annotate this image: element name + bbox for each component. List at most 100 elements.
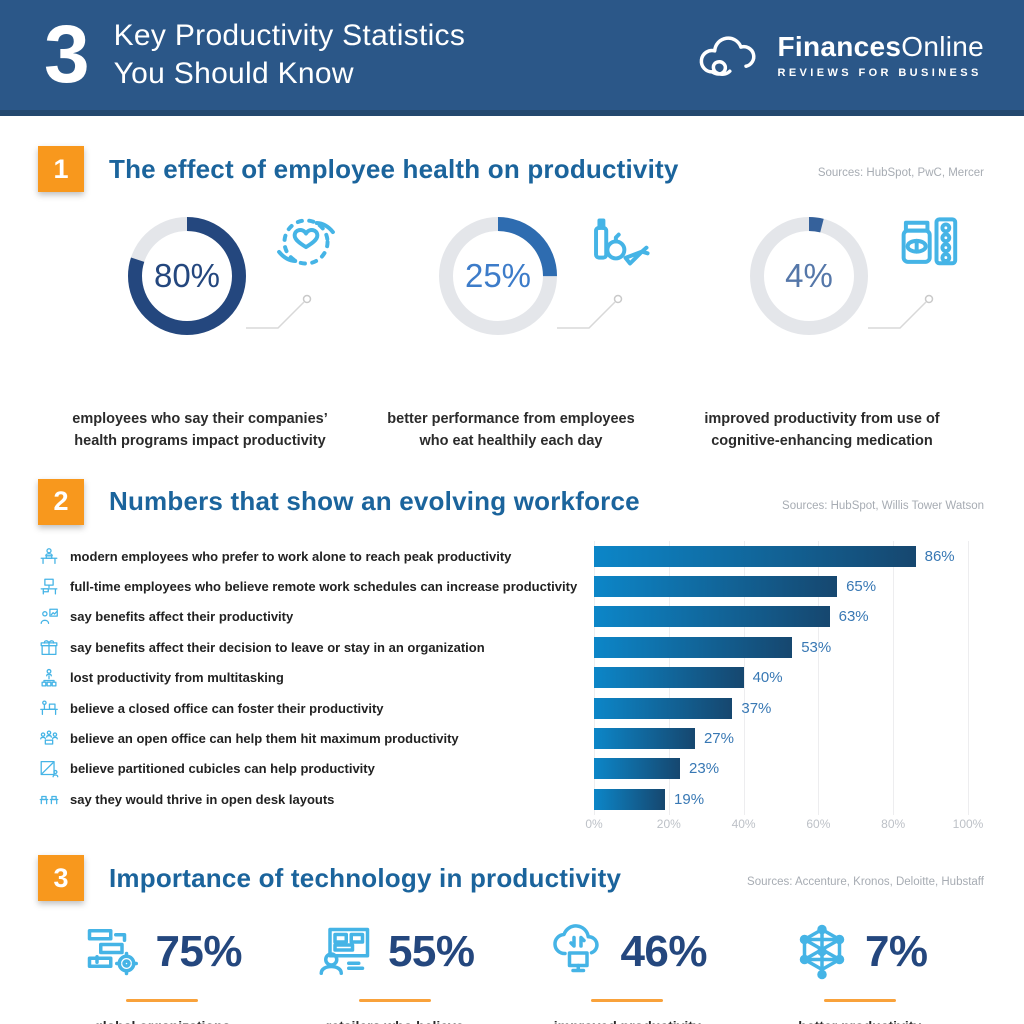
tech-stat: 7% better productivity by companies with… bbox=[744, 917, 977, 1024]
orange-divider bbox=[126, 999, 199, 1003]
donut-stat: 80% employees who say their companies’ bbox=[50, 204, 350, 453]
connector-line bbox=[557, 294, 623, 329]
section-health: 1 The effect of employee health on produ… bbox=[38, 146, 984, 453]
tech-caption-line: improved productivity bbox=[511, 1015, 744, 1024]
bar-chart-label-row: full-time employees who believe remote w… bbox=[38, 571, 594, 601]
bar-chart-label-row: believe partitioned cubicles can help pr… bbox=[38, 754, 594, 784]
bar-chart-label-row: modern employees who prefer to work alon… bbox=[38, 541, 594, 571]
tech-stat-caption: global organizations that are projected … bbox=[46, 1015, 279, 1024]
brand-cloud-icon bbox=[700, 36, 756, 77]
bar-row: 19% bbox=[594, 784, 968, 814]
bar-row: 40% bbox=[594, 663, 968, 693]
bar-row: 23% bbox=[594, 754, 968, 784]
bar bbox=[594, 545, 916, 567]
brand-name-light: Online bbox=[901, 31, 984, 62]
x-axis: 0% 20% 40% 60% 80% 100% bbox=[585, 817, 983, 835]
cubicle-icon bbox=[38, 758, 60, 780]
multitask-icon bbox=[38, 667, 60, 689]
gridline bbox=[893, 540, 895, 816]
tech-stat: 46% improved productivity brought about … bbox=[511, 917, 744, 1024]
bar-value-label: 63% bbox=[838, 608, 869, 626]
open-desks-icon bbox=[38, 788, 60, 810]
donut-caption: better performance from employees who ea… bbox=[361, 408, 661, 453]
content: 1 The effect of employee health on produ… bbox=[0, 116, 1024, 1024]
x-axis-tick: 0% bbox=[585, 817, 603, 832]
tech-caption-line: retailers who believe bbox=[279, 1015, 512, 1024]
orange-divider bbox=[823, 999, 896, 1003]
x-axis-tick: 100% bbox=[952, 817, 984, 832]
donut-arc bbox=[750, 217, 868, 335]
donut-value: 4% bbox=[785, 257, 833, 294]
header-band: 3 Key Productivity Statistics You Should… bbox=[0, 0, 1024, 116]
bar-chart-label-row: believe an open office can help them hit… bbox=[38, 723, 594, 753]
donut-ring bbox=[439, 217, 557, 335]
bar-category-label: full-time employees who believe remote w… bbox=[70, 579, 578, 595]
donut-caption-line: who eat healthily each day bbox=[419, 433, 603, 450]
tech-stat-top: 55% bbox=[279, 917, 512, 987]
section-1-sources: Sources: HubSpot, PwC, Mercer bbox=[817, 167, 984, 179]
gift-icon bbox=[38, 636, 60, 658]
section-technology: 3 Importance of technology in productivi… bbox=[38, 855, 984, 1024]
donut-chart: 25% bbox=[361, 204, 661, 400]
bar-category-label: say benefits affect their productivity bbox=[70, 609, 294, 625]
tech-caption-line: global organizations bbox=[46, 1015, 279, 1024]
tech-stat-caption: improved productivity brought about by I… bbox=[511, 1015, 744, 1024]
donut-ring bbox=[128, 217, 246, 335]
donut-chart: 80% bbox=[50, 204, 350, 400]
donut-caption-line: health programs impact productivity bbox=[74, 433, 326, 450]
section-workforce: 2 Numbers that show an evolving workforc… bbox=[38, 478, 984, 836]
bar-row: 65% bbox=[594, 571, 968, 601]
productivity-tools-icon bbox=[82, 922, 142, 982]
brand-logo: FinancesOnline REVIEWS FOR BUSINESS bbox=[692, 28, 984, 82]
tech-stats-row: 75% global organizations that are projec… bbox=[38, 917, 984, 1024]
bar-value-label: 65% bbox=[846, 578, 877, 596]
worker-desk-icon bbox=[38, 545, 60, 567]
tech-stat: 75% global organizations that are projec… bbox=[46, 917, 279, 1024]
tech-stat-caption: retailers who believe technology can pos… bbox=[279, 1015, 512, 1024]
section-3-sources: Sources: Accenture, Kronos, Deloitte, Hu… bbox=[747, 876, 984, 889]
tech-caption-line: better productivity bbox=[744, 1015, 977, 1024]
donut-stat: 4% improved productivity from use of bbox=[672, 204, 972, 453]
bar-category-label: believe partitioned cubicles can help pr… bbox=[70, 761, 375, 777]
bar-row: 27% bbox=[594, 723, 968, 753]
tech-stat-top: 7% bbox=[744, 917, 977, 987]
bar-row: 86% bbox=[594, 541, 968, 571]
social-network-icon bbox=[792, 922, 852, 982]
section-3-number-badge: 3 bbox=[38, 855, 84, 902]
section-3-title: Importance of technology in productivity bbox=[109, 862, 622, 893]
tech-stat-value: 75% bbox=[155, 927, 243, 977]
donut-stat: 25% better performance from employees bbox=[361, 204, 661, 453]
bar bbox=[594, 667, 744, 689]
bar-chart-label-row: say benefits affect their productivity bbox=[38, 602, 594, 632]
section-1-header: 1 The effect of employee health on produ… bbox=[38, 146, 984, 192]
bar bbox=[594, 697, 733, 719]
hands-heart-icon bbox=[272, 208, 340, 276]
cloud-iot-icon bbox=[547, 922, 607, 982]
brand-text: FinancesOnline REVIEWS FOR BUSINESS bbox=[777, 31, 984, 79]
bar-value-label: 23% bbox=[689, 760, 720, 778]
bar-chart-labels: modern employees who prefer to work alon… bbox=[38, 541, 594, 836]
connector-line bbox=[868, 294, 934, 329]
tech-stat-top: 46% bbox=[511, 917, 744, 987]
donut-arc bbox=[439, 217, 557, 335]
x-axis-tick: 60% bbox=[806, 817, 831, 832]
tech-stat-top: 75% bbox=[46, 917, 279, 987]
donut-ring bbox=[750, 217, 868, 335]
bar-chart-plot: 86% 65% 63% bbox=[585, 540, 983, 836]
x-axis-tick: 20% bbox=[656, 817, 681, 832]
bar-value-label: 27% bbox=[703, 729, 734, 747]
section-2-number-badge: 2 bbox=[38, 478, 84, 525]
bar-chart-label-row: lost productivity from multitasking bbox=[38, 663, 594, 693]
bar-value-label: 86% bbox=[924, 547, 955, 565]
donut-caption-line: better performance from employees bbox=[387, 411, 635, 427]
bar-category-label: say benefits affect their decision to le… bbox=[70, 639, 485, 655]
page-title-line1: Key Productivity Statistics bbox=[113, 18, 466, 52]
section-1-title: The effect of employee health on product… bbox=[109, 153, 679, 184]
orange-divider bbox=[358, 999, 431, 1003]
bar-value-label: 37% bbox=[741, 699, 772, 717]
bar-chart-label-row: believe a closed office can foster their… bbox=[38, 693, 594, 723]
header-count: 3 bbox=[44, 9, 90, 101]
connector-line bbox=[246, 294, 312, 329]
bar-category-label: say they would thrive in open desk layou… bbox=[70, 791, 335, 807]
